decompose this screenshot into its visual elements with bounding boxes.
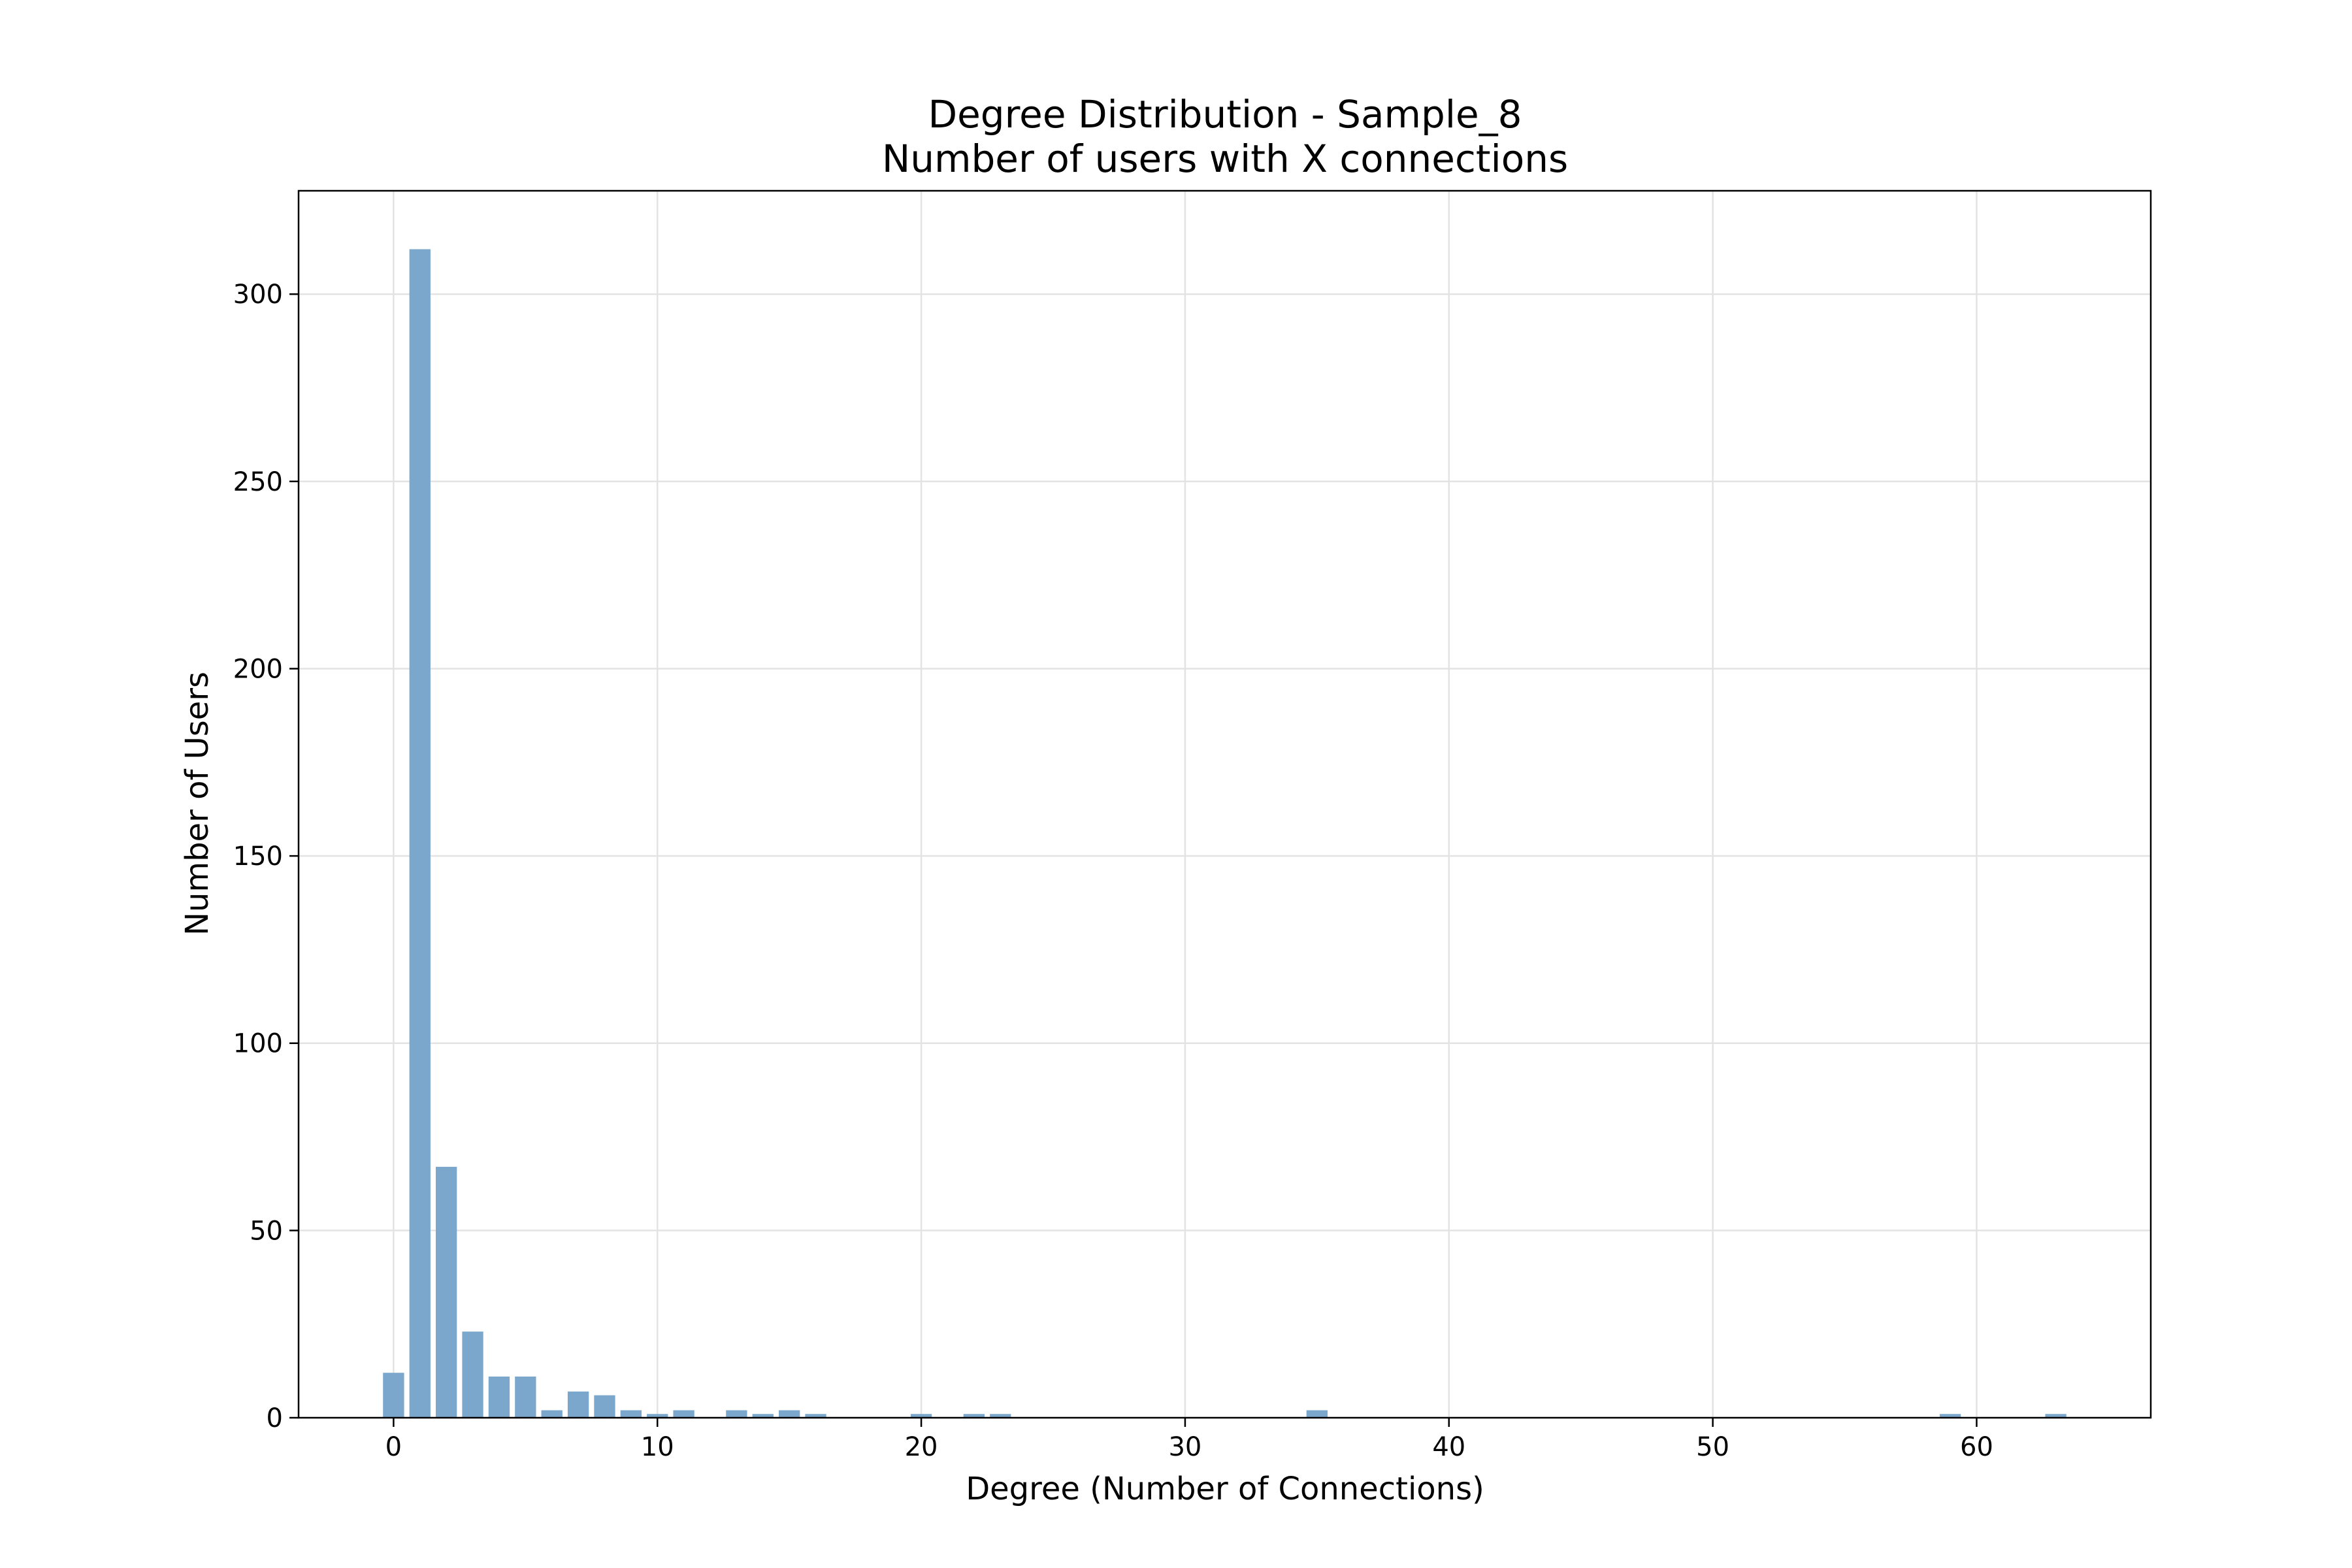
bar-degree-22 — [963, 1414, 985, 1418]
x-tick-label: 50 — [1696, 1432, 1729, 1462]
y-tick-label: 0 — [267, 1403, 283, 1433]
x-tick-label: 10 — [641, 1432, 674, 1462]
y-axis-label: Number of Users — [179, 672, 216, 936]
bar-degree-8 — [594, 1395, 615, 1418]
bar-degree-9 — [620, 1410, 642, 1418]
bar-degree-23 — [990, 1414, 1011, 1418]
x-tick-label: 40 — [1432, 1432, 1465, 1462]
x-tick-label: 20 — [905, 1432, 938, 1462]
axis-ticks: 0 10 20 30 40 50 60 0 50 100 150 200 250 300 — [233, 280, 1993, 1462]
chart-subtitle: Number of users with X connections — [882, 137, 1568, 181]
bar-degree-10 — [647, 1414, 668, 1418]
x-tick-label: 60 — [1960, 1432, 1993, 1462]
y-tick-label: 300 — [233, 280, 283, 310]
bar-degree-4 — [488, 1376, 510, 1418]
chart-title: Degree Distribution - Sample_8 — [928, 92, 1522, 137]
x-tick-label: 30 — [1168, 1432, 1201, 1462]
bar-degree-14 — [752, 1414, 774, 1418]
bar-degree-16 — [805, 1414, 826, 1418]
grid-lines — [299, 191, 2151, 1419]
bar-degree-20 — [910, 1414, 932, 1418]
y-tick-label: 150 — [233, 841, 283, 872]
y-tick-label: 100 — [233, 1029, 283, 1059]
bar-degree-1 — [409, 249, 431, 1418]
plot-frame — [297, 189, 2152, 1419]
bar-degree-2 — [436, 1166, 457, 1418]
bar-degree-3 — [462, 1331, 483, 1418]
bar-degree-63 — [2045, 1414, 2066, 1418]
bar-degree-13 — [726, 1410, 747, 1418]
bars — [383, 249, 2066, 1418]
bar-degree-15 — [779, 1410, 800, 1418]
x-axis-label: Degree (Number of Connections) — [966, 1471, 1484, 1507]
bar-degree-59 — [1939, 1414, 1961, 1418]
y-tick-label: 50 — [250, 1216, 283, 1246]
bar-degree-5 — [515, 1376, 536, 1418]
y-tick-label: 200 — [233, 654, 283, 684]
bar-degree-0 — [383, 1373, 404, 1418]
x-tick-label: 0 — [385, 1432, 402, 1462]
bar-degree-11 — [673, 1410, 694, 1418]
bar-degree-35 — [1306, 1410, 1328, 1418]
bar-degree-7 — [567, 1391, 589, 1418]
y-tick-label: 250 — [233, 467, 283, 497]
bar-degree-6 — [541, 1410, 563, 1418]
